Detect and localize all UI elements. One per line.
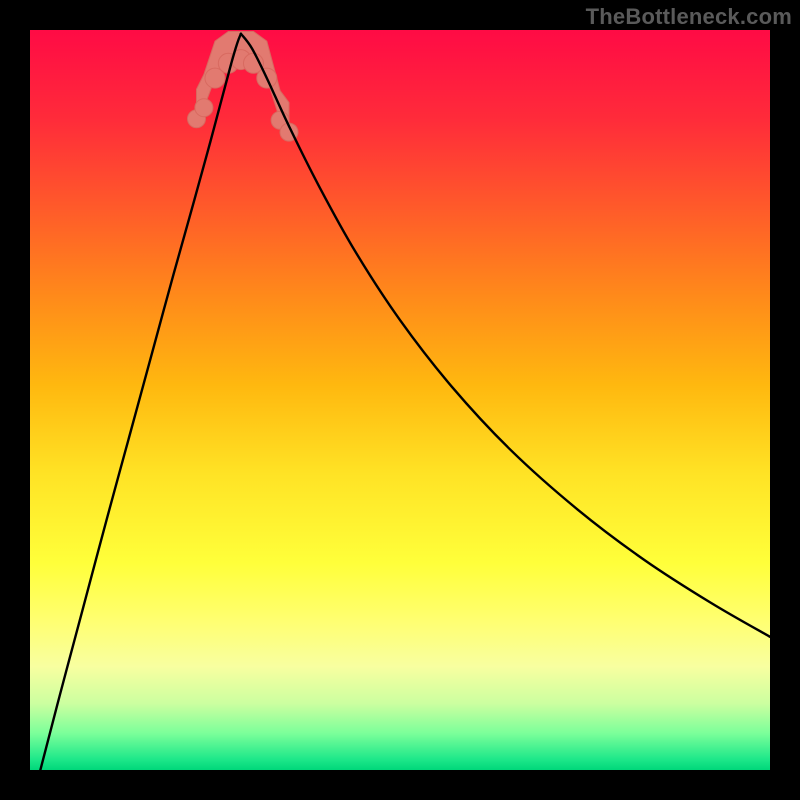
plot-svg (30, 30, 770, 770)
chart-stage: TheBottleneck.com (0, 0, 800, 800)
watermark-text: TheBottleneck.com (586, 4, 792, 30)
gradient-background (30, 30, 770, 770)
plot-area (30, 30, 770, 770)
